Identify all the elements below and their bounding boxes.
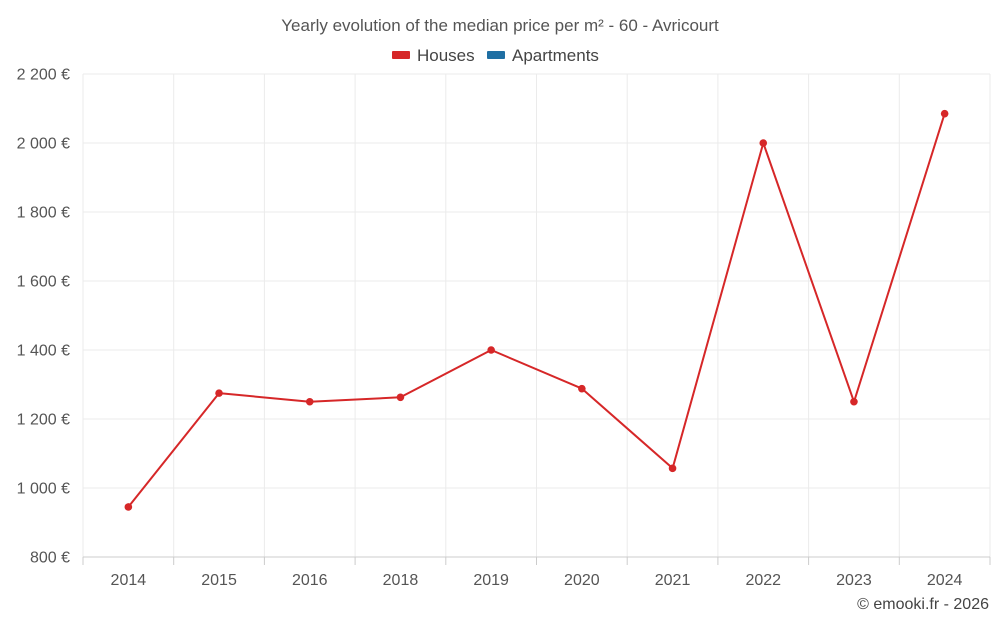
data-point-houses[interactable] (759, 139, 768, 147)
credit-text: © emooki.fr - 2026 (857, 596, 989, 613)
legend-swatch-apartments (487, 51, 505, 59)
y-axis-tick-labels: 800 € 1 000 € 1 200 € 1 400 € 1 600 € 1 800 €… (17, 67, 70, 567)
y-tick-label: 800 € (30, 550, 70, 567)
x-tick-label: 2018 (383, 572, 419, 589)
x-tick-label: 2014 (111, 572, 147, 589)
data-point-houses[interactable] (396, 393, 405, 402)
x-gridlines (82, 74, 991, 557)
axes (82, 556, 991, 565)
x-tick-label: 2021 (655, 572, 691, 589)
legend: Houses Apartments (392, 46, 599, 65)
y-tick-label: 2 000 € (17, 136, 70, 153)
series-line-houses (127, 113, 946, 508)
x-tick-label: 2015 (201, 572, 237, 589)
data-point-houses[interactable] (668, 464, 677, 473)
series-layer (124, 109, 949, 511)
data-point-houses[interactable] (578, 384, 586, 393)
x-axis-tick-labels: 2014 2015 2016 2018 2019 2020 2021 2022 2023 2024 (111, 572, 963, 589)
data-point-houses[interactable] (305, 397, 314, 406)
x-tick-label: 2024 (927, 572, 963, 589)
x-tick-label: 2022 (745, 572, 781, 589)
legend-item-apartments[interactable]: Apartments (487, 46, 599, 65)
y-tick-label: 1 400 € (17, 343, 70, 360)
data-point-houses[interactable] (124, 503, 133, 511)
x-tick-label: 2023 (836, 572, 872, 589)
legend-item-houses[interactable]: Houses (392, 46, 475, 65)
legend-label-houses: Houses (417, 46, 475, 65)
y-tick-label: 2 200 € (17, 67, 70, 84)
data-point-houses[interactable] (215, 389, 223, 397)
y-tick-label: 1 000 € (17, 481, 70, 498)
x-tick-label: 2016 (292, 572, 328, 589)
y-tick-label: 1 200 € (17, 412, 70, 429)
chart-title: Yearly evolution of the median price per… (281, 16, 719, 35)
y-tick-label: 1 800 € (17, 205, 70, 222)
x-tick-label: 2019 (473, 572, 509, 589)
data-point-houses[interactable] (487, 346, 495, 354)
y-tick-label: 1 600 € (17, 274, 70, 291)
data-point-houses[interactable] (940, 109, 949, 118)
legend-swatch-houses (392, 51, 410, 59)
legend-label-apartments: Apartments (512, 46, 599, 65)
x-tick-label: 2020 (564, 572, 600, 589)
data-point-houses[interactable] (850, 397, 858, 406)
